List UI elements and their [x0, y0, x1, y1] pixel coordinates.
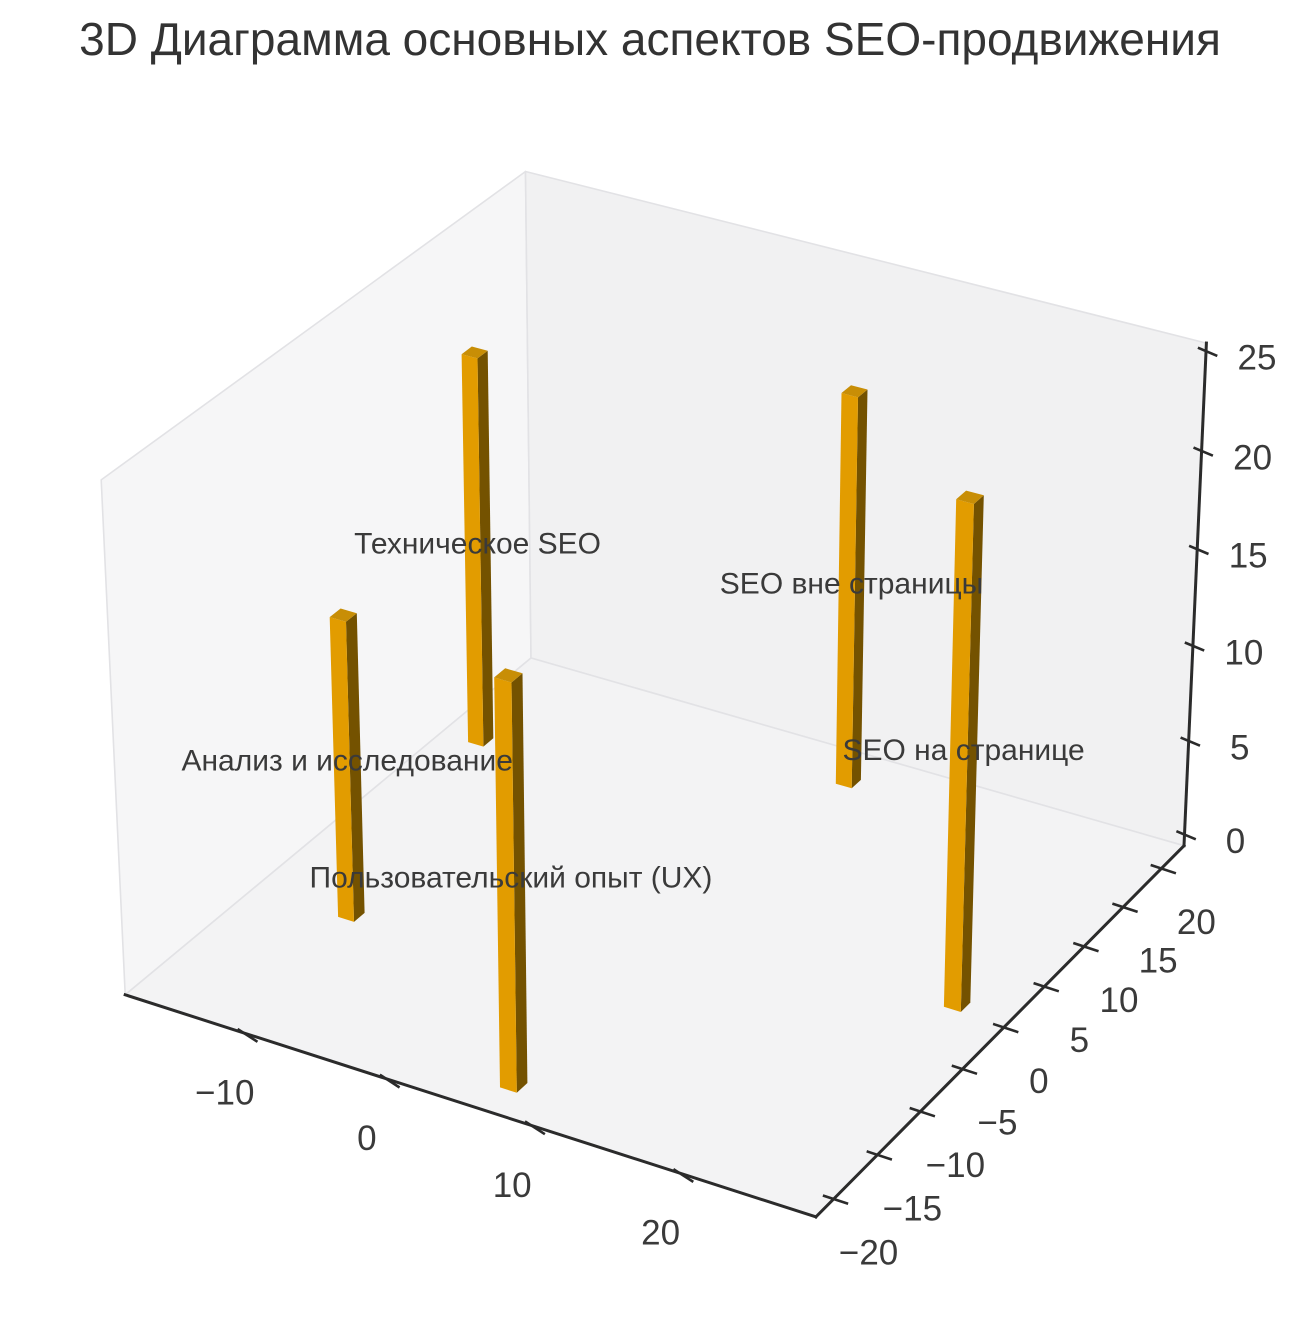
- bar-side-face: [346, 613, 365, 922]
- y-tick: [992, 1022, 1019, 1034]
- bar-front-face: [461, 354, 484, 747]
- y-tick: [909, 1106, 936, 1118]
- y-tick: [1072, 941, 1099, 953]
- bar-label: Пользовательский опыт (UX): [310, 861, 713, 894]
- y-tick-label: 10: [1100, 981, 1139, 1020]
- z-tick: [1197, 346, 1218, 358]
- z-tick: [1192, 446, 1214, 457]
- bar-label: Анализ и исследование: [181, 745, 512, 778]
- bar-top-face: [956, 490, 984, 504]
- bar-top-face: [329, 608, 357, 622]
- z-tick-label: 25: [1238, 339, 1277, 378]
- x-tick-label: −10: [195, 1074, 254, 1113]
- y-tick-label: −20: [839, 1234, 898, 1273]
- x-tick-label: 20: [641, 1214, 680, 1253]
- x-tick: [672, 1168, 694, 1183]
- x-tick: [524, 1120, 546, 1136]
- bar-front-face: [329, 617, 354, 922]
- x-tick-label: 0: [357, 1119, 376, 1158]
- chart-title: 3D Диаграмма основных аспектов SEO-продв…: [79, 13, 1221, 65]
- y-tick: [1033, 981, 1060, 993]
- z-axis-line: [1182, 341, 1208, 848]
- y-tick-label: −10: [926, 1146, 985, 1185]
- bar-side-face: [960, 495, 984, 1012]
- x-tick-label: 10: [493, 1166, 532, 1205]
- bar-side-face: [511, 673, 528, 1093]
- x-tick: [379, 1073, 401, 1089]
- bar-side-face: [477, 350, 494, 747]
- z-tick-label: 5: [1230, 729, 1249, 768]
- y-tick-label: −15: [883, 1189, 942, 1228]
- z-tick-label: 20: [1233, 439, 1272, 478]
- y-tick: [951, 1064, 978, 1076]
- z-tick: [1188, 544, 1210, 556]
- z-tick-label: 10: [1224, 633, 1263, 672]
- z-tick: [1180, 736, 1201, 747]
- y-tick: [866, 1150, 893, 1161]
- bar-label: Техническое SEO: [354, 527, 601, 560]
- y-tick: [1111, 902, 1139, 914]
- bar-top-face: [494, 668, 523, 683]
- bar-front-face: [494, 677, 517, 1093]
- x-tick: [236, 1027, 259, 1043]
- y-tick-label: 0: [1029, 1062, 1048, 1101]
- z-tick-label: 15: [1229, 537, 1268, 576]
- bar-front-face: [943, 499, 974, 1012]
- y-tick: [1150, 863, 1177, 875]
- y-tick-label: 20: [1177, 903, 1216, 942]
- z-tick-label: 0: [1226, 822, 1245, 861]
- y-tick-label: 5: [1070, 1021, 1089, 1060]
- z-tick: [1175, 829, 1197, 841]
- y-tick-label: 15: [1139, 942, 1178, 981]
- bar-side-face: [851, 389, 868, 789]
- bar-front-face: [835, 393, 858, 789]
- y-tick: [822, 1194, 849, 1205]
- bar-top-face: [841, 385, 868, 398]
- bar-label: SEO вне страницы: [720, 568, 983, 601]
- y-tick-label: −5: [978, 1104, 1018, 1143]
- bar-top-face: [461, 346, 488, 359]
- bar-label: SEO на странице: [842, 734, 1084, 767]
- z-tick: [1184, 641, 1205, 652]
